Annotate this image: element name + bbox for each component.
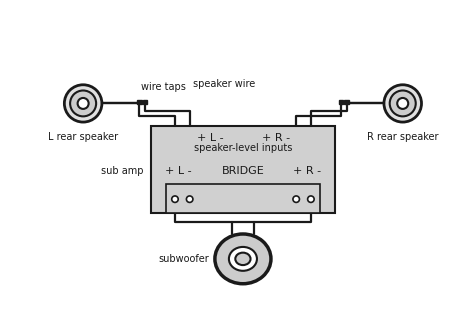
- Text: + R -: + R -: [293, 166, 321, 176]
- Bar: [339, 100, 343, 104]
- Ellipse shape: [78, 98, 89, 109]
- Text: speaker wire: speaker wire: [193, 78, 255, 89]
- Ellipse shape: [308, 196, 314, 203]
- Text: R rear speaker: R rear speaker: [367, 132, 438, 142]
- Ellipse shape: [293, 196, 300, 203]
- Ellipse shape: [64, 85, 102, 122]
- Ellipse shape: [397, 98, 408, 109]
- Text: subwoofer: subwoofer: [158, 254, 209, 264]
- Ellipse shape: [215, 234, 271, 284]
- FancyBboxPatch shape: [151, 126, 335, 213]
- Text: + L -: + L -: [165, 166, 192, 176]
- Text: BRIDGE: BRIDGE: [221, 166, 264, 176]
- Bar: [137, 100, 142, 104]
- Text: + R -: + R -: [262, 133, 290, 143]
- Text: + L -: + L -: [197, 133, 223, 143]
- Ellipse shape: [186, 196, 193, 203]
- Bar: [143, 100, 147, 104]
- Ellipse shape: [384, 85, 421, 122]
- Text: wire taps: wire taps: [141, 82, 186, 92]
- Ellipse shape: [172, 196, 178, 203]
- Ellipse shape: [70, 90, 96, 116]
- Text: sub amp: sub amp: [101, 166, 144, 176]
- Text: speaker-level inputs: speaker-level inputs: [194, 143, 292, 153]
- FancyBboxPatch shape: [166, 184, 320, 213]
- Ellipse shape: [235, 253, 251, 265]
- Ellipse shape: [390, 90, 416, 116]
- Ellipse shape: [229, 247, 257, 271]
- Bar: [344, 100, 349, 104]
- Text: L rear speaker: L rear speaker: [48, 132, 118, 142]
